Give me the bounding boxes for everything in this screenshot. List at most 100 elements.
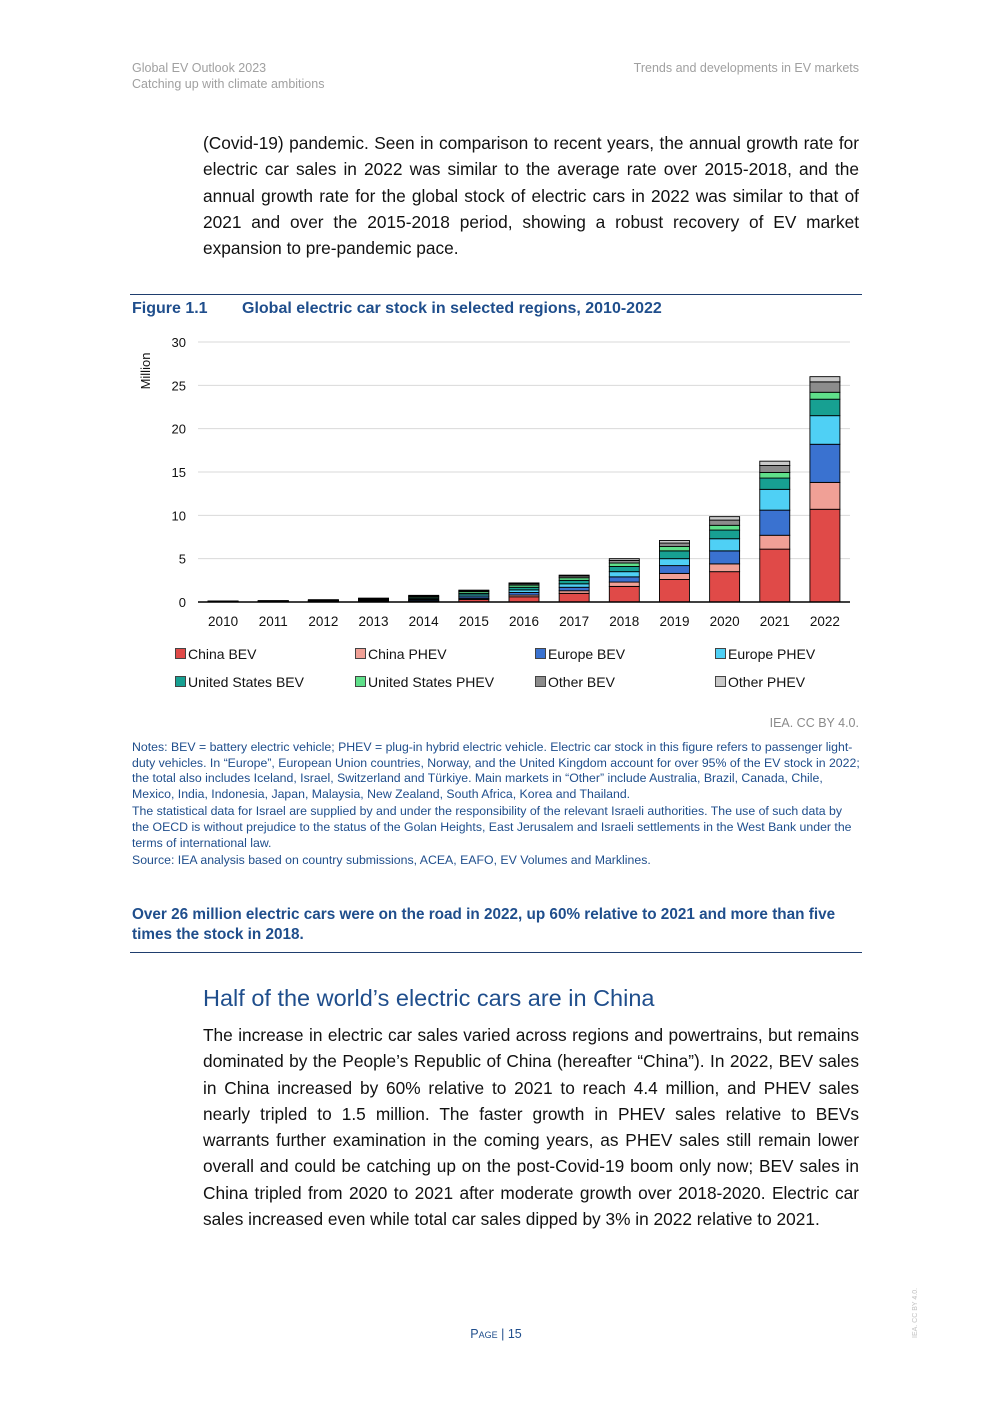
bar-segment-other-bev-2020 [709, 519, 741, 526]
legend-swatch [715, 676, 726, 687]
bar-segment-china-bev-2022 [809, 508, 841, 603]
figure-number: Figure 1.1 [132, 300, 208, 317]
page-footer: Page | 15 [470, 1327, 522, 1341]
y-tick-label: 5 [179, 552, 186, 567]
bar-segment-other-bev-2022 [809, 381, 841, 393]
x-tick-label: 2021 [760, 614, 790, 629]
legend-label: United States BEV [188, 674, 304, 690]
bar-segment-united-states-phev-2021 [759, 471, 791, 479]
y-tick-label: 0 [179, 595, 186, 610]
bar-segment-united-states-phev-2020 [709, 524, 741, 531]
legend-label: China BEV [188, 646, 257, 662]
document-title: Global EV Outlook 2023 [132, 61, 267, 75]
section-header: Trends and developments in EV markets [633, 61, 859, 75]
bar-segment-united-states-phev-2019 [659, 546, 690, 552]
bar-segment-united-states-bev-2018 [608, 566, 640, 573]
bar-segment-china-bev-2021 [759, 548, 791, 603]
bar-segment-other-phev-2016 [508, 582, 540, 585]
body-paragraph-bottom: The increase in electric car sales varie… [203, 1025, 859, 1230]
legend-label: Other BEV [548, 674, 615, 690]
legend-label: United States PHEV [368, 674, 495, 690]
legend-label: Europe PHEV [728, 646, 816, 662]
bar-segment-china-bev-2017 [558, 592, 590, 603]
figure-notes: Notes: BEV = battery electric vehicle; P… [132, 740, 860, 871]
legend-item: Europe PHEV [715, 646, 815, 662]
bar-segment-china-phev-2019 [659, 572, 690, 580]
bar-segment-united-states-bev-2017 [558, 579, 590, 585]
y-axis: 0 5 10 15 20 25 30 [172, 335, 186, 610]
bar-segment-europe-phev-2020 [709, 538, 741, 552]
bar-segment-china-bev-2019 [659, 579, 690, 603]
bar-segment-united-states-phev-2022 [809, 391, 841, 400]
figure-credit: IEA. CC BY 4.0. [769, 716, 859, 730]
bar-segment-europe-phev-2017 [558, 583, 590, 588]
x-tick-label: 2015 [459, 614, 489, 629]
figure-takeaway: Over 26 million electric cars were on th… [132, 906, 836, 943]
x-tick-label: 2020 [710, 614, 740, 629]
chart-gridlines [198, 341, 850, 560]
bar-segment-other-phev-2017 [558, 574, 590, 577]
bar-segment-other-phev-2022 [809, 376, 841, 383]
side-credit: IEA. CC BY 4.0. [912, 1287, 919, 1338]
y-axis-label: Million [138, 353, 153, 390]
legend-item: Europe BEV [535, 646, 625, 662]
page-header-left: Global EV Outlook 2023 Catching up with … [132, 60, 324, 92]
bar-segment-europe-phev-2018 [608, 571, 640, 578]
legend-item: United States PHEV [355, 674, 494, 690]
x-tick-label: 2011 [259, 614, 288, 629]
x-tick-label: 2018 [609, 614, 639, 629]
bar-segment-other-phev-2015 [458, 589, 490, 592]
bar-segment-other-phev-2019 [659, 540, 690, 544]
bar-segment-china-phev-2018 [608, 581, 640, 587]
figure-caption: Global electric car stock in selected re… [242, 300, 662, 317]
page-label: Page [470, 1327, 498, 1341]
chart-bars [207, 376, 841, 603]
bar-segment-europe-phev-2019 [659, 558, 690, 567]
bar-segment-europe-phev-2022 [809, 415, 841, 445]
bar-segment-other-phev-2013 [358, 597, 389, 600]
bar-segment-china-bev-2016 [508, 596, 540, 603]
x-tick-label: 2016 [509, 614, 539, 629]
legend-item: Other BEV [535, 674, 615, 690]
legend-item: China BEV [175, 646, 256, 662]
bar-segment-united-states-bev-2020 [709, 529, 741, 540]
bar-segment-united-states-bev-2022 [809, 398, 841, 417]
bar-segment-other-phev-2021 [759, 460, 791, 466]
x-tick-label: 2012 [308, 614, 338, 629]
legend-swatch [715, 648, 726, 659]
bar-segment-europe-bev-2022 [809, 443, 841, 483]
y-tick-label: 10 [172, 508, 186, 523]
bar-segment-other-bev-2021 [759, 465, 791, 473]
bar-segment-united-states-phev-2018 [608, 562, 640, 567]
figure-bottom-rule [130, 952, 862, 953]
legend-swatch [175, 676, 186, 687]
legend-item: Other PHEV [715, 674, 805, 690]
legend-item: China PHEV [355, 646, 447, 662]
notes-definitions: Notes: BEV = battery electric vehicle; P… [132, 740, 860, 801]
bar-segment-europe-bev-2020 [709, 550, 741, 565]
legend-label: Europe BEV [548, 646, 626, 662]
bar-segment-europe-bev-2021 [759, 509, 791, 536]
x-tick-label: 2019 [659, 614, 689, 629]
page-number: 15 [507, 1327, 522, 1341]
bar-segment-china-phev-2020 [709, 563, 741, 573]
bar-segment-other-phev-2012 [307, 599, 339, 601]
legend-swatch [535, 648, 546, 659]
bar-segment-china-phev-2021 [759, 534, 791, 550]
legend-item: United States BEV [175, 674, 304, 690]
bar-segment-china-bev-2020 [709, 571, 741, 603]
x-tick-label: 2013 [359, 614, 389, 629]
bar-segment-other-phev-2018 [608, 558, 640, 561]
bar-segment-other-bev-2019 [659, 542, 690, 547]
legend-swatch [355, 648, 366, 659]
bar-segment-united-states-bev-2019 [659, 550, 690, 560]
figure-title: Figure 1.1 Global electric car stock in s… [132, 300, 662, 318]
y-tick-label: 30 [172, 335, 186, 350]
notes-source: Source: IEA analysis based on country su… [132, 853, 651, 868]
bar-segment-europe-bev-2019 [659, 565, 690, 574]
bar-segment-china-phev-2022 [809, 481, 841, 510]
figure-top-rule [130, 294, 862, 295]
document-subtitle: Catching up with climate ambitions [132, 77, 325, 91]
y-tick-label: 15 [172, 465, 186, 480]
legend-label: China PHEV [368, 646, 447, 662]
